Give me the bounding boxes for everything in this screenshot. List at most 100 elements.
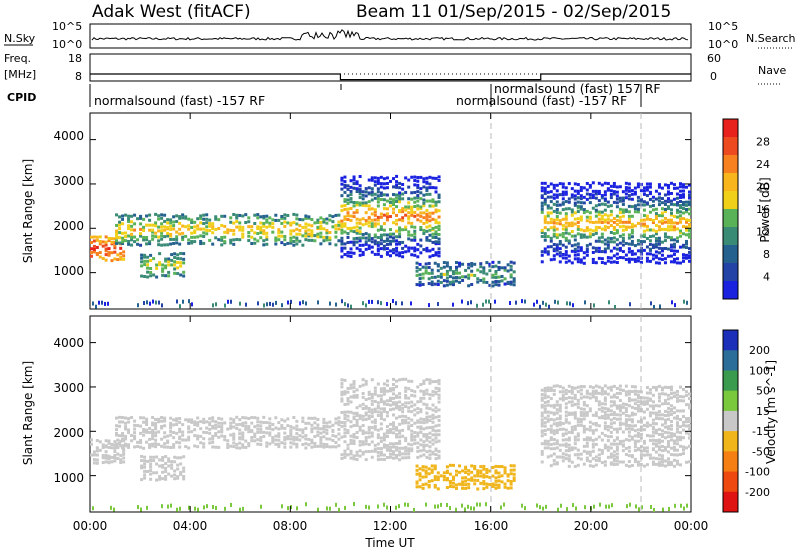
echo-cell xyxy=(552,389,556,393)
echo-cell xyxy=(392,401,396,405)
echo-cell xyxy=(433,483,437,487)
echo-cell xyxy=(160,444,164,448)
ground-scatter-cell xyxy=(500,505,502,510)
echo-cell xyxy=(349,193,353,197)
echo-cell xyxy=(304,229,308,233)
echo-cell xyxy=(630,228,634,232)
echo-cell xyxy=(352,424,356,428)
echo-cell xyxy=(425,455,429,459)
echo-cell xyxy=(630,235,634,239)
echo-cell xyxy=(678,399,682,403)
echo-cell xyxy=(657,448,661,452)
echo-cell xyxy=(373,386,377,390)
echo-cell xyxy=(642,240,646,244)
echo-cell xyxy=(424,482,428,486)
echo-cell xyxy=(678,189,682,193)
echo-cell xyxy=(292,221,296,225)
echo-cell xyxy=(407,205,411,209)
echo-cell xyxy=(376,458,380,462)
echo-cell xyxy=(316,225,320,229)
noise-panel-frame xyxy=(89,23,692,49)
echo-cell xyxy=(355,388,359,392)
echo-cell xyxy=(241,228,245,232)
echo-cell xyxy=(343,185,347,189)
echo-cell xyxy=(567,221,571,225)
echo-cell xyxy=(588,392,592,396)
echo-cell xyxy=(603,384,607,388)
echo-cell xyxy=(310,441,314,445)
echo-cell xyxy=(615,413,619,417)
echo-cell xyxy=(395,246,399,250)
echo-cell xyxy=(609,452,613,456)
echo-cell xyxy=(624,188,628,192)
echo-cell xyxy=(398,450,402,454)
echo-cell xyxy=(235,216,239,220)
echo-cell xyxy=(552,218,556,222)
echo-cell xyxy=(421,276,425,280)
echo-cell xyxy=(603,242,607,246)
echo-cell xyxy=(404,439,408,443)
echo-cell xyxy=(425,229,429,233)
echo-cell xyxy=(615,229,619,233)
echo-cell xyxy=(564,215,568,219)
echo-cell xyxy=(642,248,646,252)
echo-cell xyxy=(424,465,428,469)
echo-cell xyxy=(401,456,405,460)
echo-cell xyxy=(588,396,592,400)
echo-cell xyxy=(301,416,305,420)
echo-cell xyxy=(337,213,341,217)
echo-cell xyxy=(669,213,673,217)
echo-cell xyxy=(663,446,667,450)
echo-cell xyxy=(540,231,544,235)
echo-cell xyxy=(654,237,658,241)
echo-cell xyxy=(582,411,586,415)
echo-cell xyxy=(118,424,122,428)
echo-cell xyxy=(431,442,435,446)
echo-cell xyxy=(603,261,607,265)
echo-cell xyxy=(627,247,631,251)
echo-cell xyxy=(337,432,341,436)
echo-cell xyxy=(431,425,435,429)
echo-cell xyxy=(552,257,556,261)
echo-cell xyxy=(675,201,679,205)
echo-cell xyxy=(361,450,365,454)
echo-cell xyxy=(182,257,186,261)
echo-cell xyxy=(579,228,583,232)
echo-cell xyxy=(154,438,158,442)
echo-cell xyxy=(546,410,550,414)
velocity-colorbar-tick: -200 xyxy=(745,486,770,499)
ground-scatter-cell xyxy=(212,504,214,509)
echo-cell xyxy=(485,261,489,265)
echo-cell xyxy=(164,470,168,474)
echo-cell xyxy=(364,442,368,446)
echo-cell xyxy=(666,386,670,390)
echo-cell xyxy=(124,425,128,429)
echo-cell xyxy=(657,261,661,265)
echo-cell xyxy=(642,224,646,228)
echo-cell xyxy=(654,386,658,390)
echo-cell xyxy=(376,247,380,251)
echo-cell xyxy=(235,442,239,446)
echo-cell xyxy=(407,452,411,456)
echo-cell xyxy=(211,437,215,441)
echo-cell xyxy=(152,459,156,463)
echo-cell xyxy=(612,384,616,388)
echo-cell xyxy=(223,438,227,442)
echo-cell xyxy=(425,435,429,439)
echo-cell xyxy=(410,400,414,404)
echo-cell xyxy=(157,229,161,233)
echo-cell xyxy=(154,235,158,239)
echo-cell xyxy=(107,445,111,449)
ground-scatter-cell xyxy=(290,299,292,304)
ground-scatter-cell xyxy=(290,505,292,510)
echo-cell xyxy=(657,413,661,417)
velocity-echoes xyxy=(90,377,691,512)
echo-cell xyxy=(121,446,125,450)
echo-cell xyxy=(464,476,468,480)
echo-cell xyxy=(543,442,547,446)
echo-cell xyxy=(630,192,634,196)
echo-cell xyxy=(199,441,203,445)
echo-cell xyxy=(358,236,362,240)
echo-cell xyxy=(549,217,553,221)
echo-cell xyxy=(687,247,691,251)
